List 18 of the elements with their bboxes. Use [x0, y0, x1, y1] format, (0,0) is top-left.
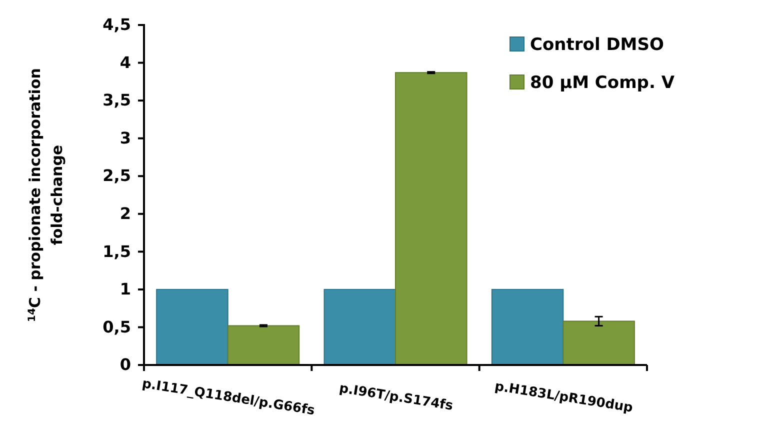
y-tick-label: 4,5	[102, 15, 131, 34]
y-tick-label: 1,5	[102, 242, 131, 261]
y-tick-label: 2	[120, 204, 131, 224]
legend-label: 80 µM Comp. V	[530, 73, 676, 93]
y-tick-label: 3	[120, 128, 131, 148]
bar	[156, 288, 228, 366]
bar	[395, 72, 468, 366]
bar	[562, 320, 635, 366]
legend-label: Control DMSO	[530, 35, 664, 55]
y-tick-label: 2,5	[102, 166, 131, 186]
y-tick-label: 1	[120, 280, 131, 299]
bar	[227, 325, 300, 366]
y-tick-label: 3,5	[102, 90, 131, 110]
bar	[491, 288, 564, 366]
y-tick-label: 0,5	[102, 317, 131, 336]
y-tick-label: 0	[120, 355, 131, 374]
bar	[324, 288, 396, 366]
y-tick-label: 4	[120, 52, 131, 72]
